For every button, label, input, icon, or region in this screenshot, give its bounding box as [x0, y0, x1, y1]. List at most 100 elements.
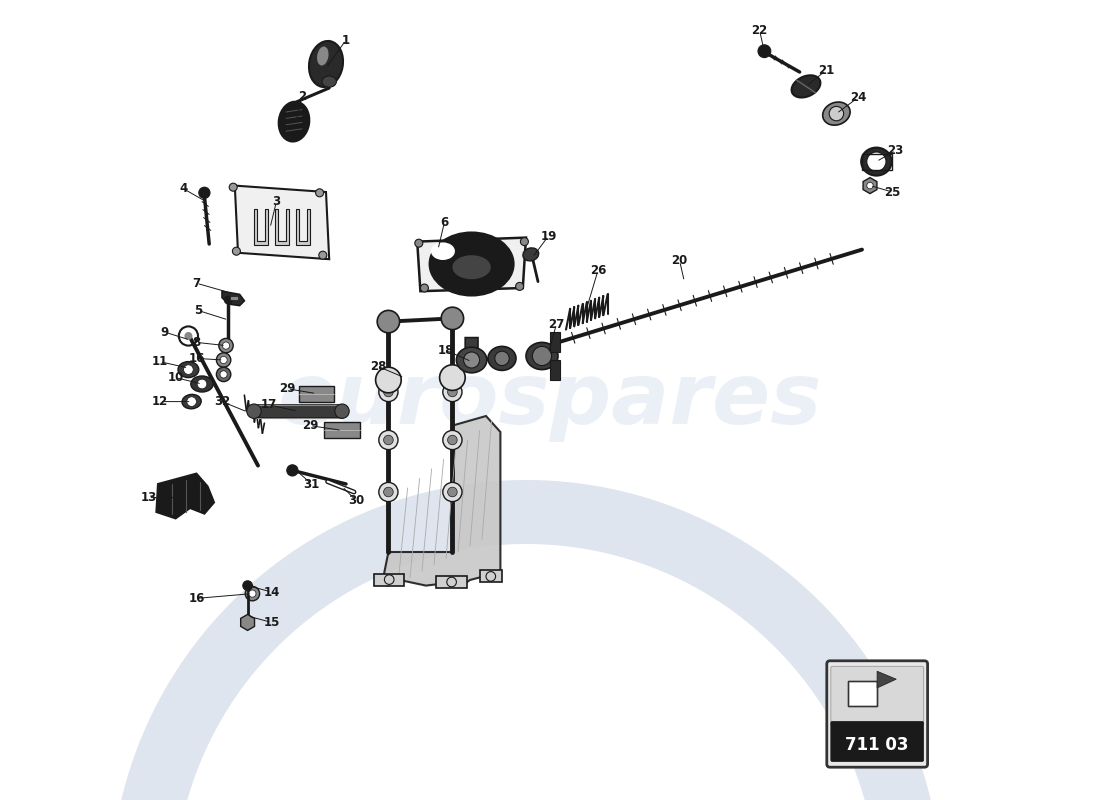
- Ellipse shape: [322, 76, 337, 87]
- Circle shape: [245, 586, 260, 601]
- Circle shape: [378, 482, 398, 502]
- Text: 16: 16: [188, 352, 205, 365]
- Circle shape: [867, 152, 886, 171]
- Text: 1: 1: [342, 34, 350, 46]
- Text: 7: 7: [192, 277, 200, 290]
- Ellipse shape: [190, 376, 213, 392]
- Circle shape: [415, 239, 422, 247]
- Circle shape: [224, 296, 232, 304]
- Circle shape: [441, 307, 463, 330]
- Text: 16: 16: [188, 592, 205, 605]
- Polygon shape: [864, 178, 877, 194]
- Ellipse shape: [278, 102, 309, 142]
- Text: 30: 30: [349, 494, 364, 507]
- Polygon shape: [465, 338, 478, 364]
- Circle shape: [334, 404, 349, 418]
- Text: 26: 26: [590, 264, 606, 277]
- Polygon shape: [417, 238, 526, 291]
- Ellipse shape: [456, 347, 487, 373]
- Text: 25: 25: [884, 186, 901, 198]
- Circle shape: [187, 397, 197, 406]
- Circle shape: [184, 365, 194, 374]
- Bar: [437, 576, 466, 588]
- Circle shape: [440, 365, 465, 390]
- Text: 23: 23: [888, 144, 904, 157]
- Circle shape: [220, 356, 228, 363]
- Text: 21: 21: [818, 64, 834, 77]
- Text: 9: 9: [161, 326, 168, 338]
- Ellipse shape: [430, 233, 514, 295]
- Polygon shape: [234, 186, 329, 259]
- Polygon shape: [156, 474, 214, 518]
- Circle shape: [243, 581, 252, 590]
- Text: 27: 27: [548, 318, 564, 330]
- Text: 2: 2: [298, 90, 306, 102]
- Circle shape: [867, 182, 873, 189]
- Ellipse shape: [309, 41, 343, 87]
- Circle shape: [516, 282, 524, 290]
- Circle shape: [532, 346, 551, 366]
- Circle shape: [375, 367, 402, 393]
- Ellipse shape: [317, 46, 329, 66]
- Ellipse shape: [488, 346, 516, 370]
- Ellipse shape: [178, 362, 199, 378]
- Text: 18: 18: [438, 344, 454, 357]
- Circle shape: [758, 45, 771, 58]
- Polygon shape: [550, 360, 560, 380]
- Circle shape: [199, 187, 210, 198]
- FancyBboxPatch shape: [827, 661, 927, 767]
- Circle shape: [448, 387, 458, 397]
- Bar: [374, 574, 405, 586]
- Text: 14: 14: [263, 586, 279, 598]
- Circle shape: [229, 183, 238, 191]
- Bar: [480, 570, 502, 582]
- Circle shape: [222, 342, 230, 349]
- Text: 24: 24: [850, 91, 866, 104]
- Circle shape: [420, 284, 428, 292]
- Circle shape: [219, 338, 233, 353]
- Text: 13: 13: [141, 491, 156, 504]
- Circle shape: [384, 387, 393, 397]
- Circle shape: [197, 379, 207, 389]
- Bar: [254, 405, 342, 418]
- Polygon shape: [877, 671, 896, 688]
- Circle shape: [520, 238, 528, 246]
- Circle shape: [448, 487, 458, 497]
- Bar: [848, 681, 877, 706]
- Text: 711 03: 711 03: [846, 736, 909, 754]
- Text: 8: 8: [192, 336, 200, 349]
- Text: 17: 17: [261, 398, 276, 411]
- Circle shape: [246, 404, 261, 418]
- Circle shape: [319, 251, 327, 259]
- Circle shape: [443, 382, 462, 402]
- Circle shape: [377, 310, 399, 333]
- Circle shape: [384, 487, 393, 497]
- Polygon shape: [117, 480, 936, 800]
- Circle shape: [378, 430, 398, 450]
- Text: eurospares: eurospares: [277, 358, 823, 442]
- Circle shape: [495, 351, 509, 366]
- Ellipse shape: [792, 75, 821, 98]
- Polygon shape: [275, 209, 289, 245]
- Text: 28: 28: [370, 360, 386, 373]
- Text: 19: 19: [540, 230, 557, 242]
- FancyBboxPatch shape: [830, 722, 924, 762]
- Text: 10: 10: [167, 371, 184, 384]
- Text: 5: 5: [194, 304, 202, 317]
- Ellipse shape: [861, 147, 892, 175]
- Circle shape: [384, 435, 393, 445]
- Text: 11: 11: [152, 355, 167, 368]
- Ellipse shape: [431, 242, 455, 260]
- Circle shape: [378, 382, 398, 402]
- Circle shape: [316, 189, 323, 197]
- Circle shape: [232, 247, 241, 255]
- Circle shape: [829, 106, 844, 121]
- Circle shape: [463, 352, 480, 368]
- Text: 15: 15: [263, 616, 279, 629]
- Circle shape: [443, 430, 462, 450]
- Polygon shape: [550, 332, 560, 352]
- Text: 29: 29: [279, 382, 296, 395]
- Polygon shape: [222, 291, 244, 306]
- Text: 31: 31: [304, 478, 320, 490]
- Text: 12: 12: [152, 395, 167, 408]
